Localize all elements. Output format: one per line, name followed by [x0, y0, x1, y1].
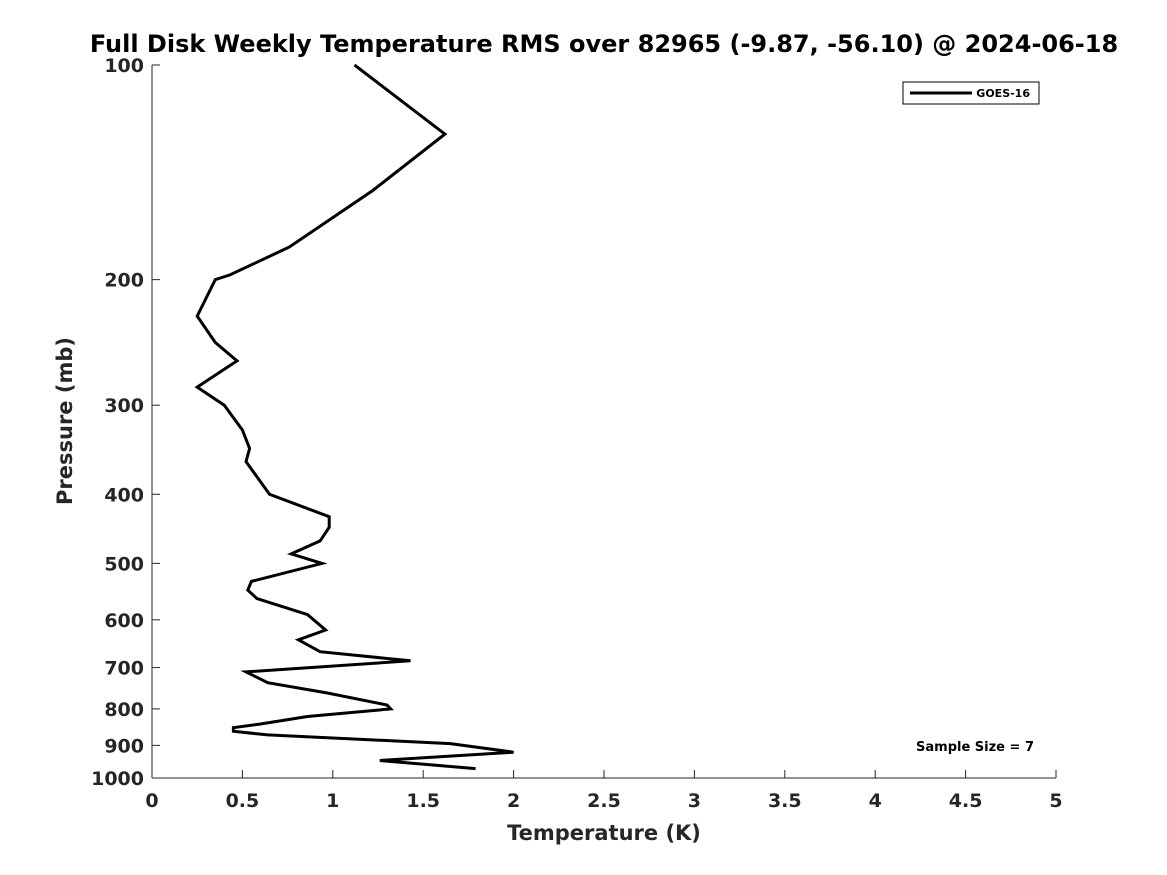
x-tick-label: 5 — [1049, 790, 1062, 812]
y-tick-label: 800 — [104, 699, 144, 721]
x-tick-label: 0.5 — [226, 790, 260, 812]
x-tick-label: 3.5 — [768, 790, 802, 812]
y-tick-label: 300 — [104, 395, 144, 417]
sample-size-annotation: Sample Size = 7 — [916, 740, 1034, 755]
y-tick-label: 900 — [104, 735, 144, 757]
legend: GOES-16 — [902, 81, 1040, 105]
y-tick-label: 400 — [104, 484, 144, 506]
series-group — [194, 63, 514, 771]
chart-title: Full Disk Weekly Temperature RMS over 82… — [90, 30, 1118, 58]
x-tick-label: 2 — [507, 790, 520, 812]
y-tick-label: 600 — [104, 610, 144, 632]
x-tick-label: 4 — [869, 790, 882, 812]
y-axis-label: Pressure (mb) — [53, 337, 77, 505]
x-tick-label: 1.5 — [406, 790, 440, 812]
x-tick-label: 2.5 — [587, 790, 621, 812]
x-tick-label: 4.5 — [949, 790, 983, 812]
x-tick-label: 3 — [688, 790, 701, 812]
y-tick-label: 1000 — [91, 768, 144, 790]
axes-group: 0 0.5 1 1.5 2 2.5 3 3.5 4 4.5 5 100 200 300 400 500 600 7… — [91, 55, 1063, 812]
y-tick-label: 700 — [104, 658, 144, 680]
x-axis-label: Temperature (K) — [507, 821, 701, 845]
legend-label-goes-16: GOES-16 — [976, 87, 1030, 100]
series-line-goes-16 — [194, 63, 514, 771]
x-tick-label: 0 — [145, 790, 158, 812]
y-tick-label: 200 — [104, 270, 144, 292]
y-tick-label: 100 — [104, 55, 144, 77]
x-tick-label: 1 — [326, 790, 339, 812]
y-tick-label: 500 — [104, 553, 144, 575]
